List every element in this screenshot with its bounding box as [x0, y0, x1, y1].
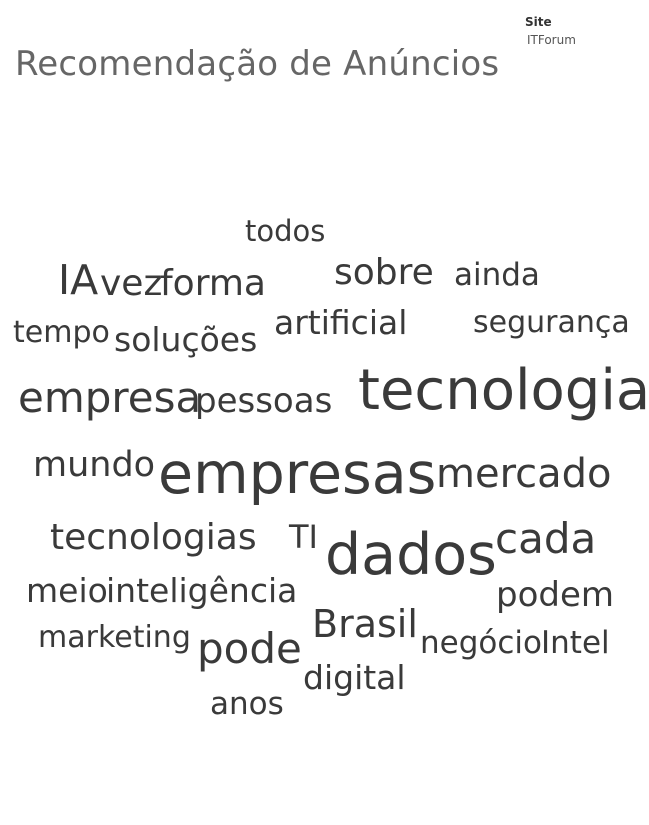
word-tecnologia[interactable]: tecnologia	[358, 358, 649, 423]
word-vez[interactable]: vez	[100, 263, 163, 304]
word-pessoas[interactable]: pessoas	[195, 381, 333, 421]
word-meio[interactable]: meio	[26, 571, 108, 610]
word-tecnologias[interactable]: tecnologias	[50, 517, 257, 558]
word-ti[interactable]: TI	[289, 518, 318, 556]
word-tempo[interactable]: tempo	[13, 315, 110, 350]
word-negocio[interactable]: negócio	[420, 625, 542, 661]
page-title: Recomendação de Anúncios	[15, 44, 500, 84]
word-digital[interactable]: digital	[303, 658, 406, 697]
word-forma[interactable]: forma	[160, 263, 266, 304]
word-pode[interactable]: pode	[197, 624, 302, 673]
word-sobre[interactable]: sobre	[334, 252, 434, 293]
word-inteligencia[interactable]: inteligência	[106, 571, 298, 610]
word-marketing[interactable]: marketing	[38, 620, 191, 655]
word-ainda[interactable]: ainda	[454, 257, 540, 293]
site-filter-label: Site	[525, 15, 552, 29]
word-intel[interactable]: Intel	[541, 625, 610, 661]
word-dados[interactable]: dados	[325, 522, 497, 588]
word-mundo[interactable]: mundo	[33, 445, 156, 485]
word-anos[interactable]: anos	[210, 686, 284, 722]
word-podem[interactable]: podem	[496, 575, 615, 615]
word-solucoes[interactable]: soluções	[114, 320, 258, 359]
word-todos[interactable]: todos	[245, 214, 326, 248]
word-mercado[interactable]: mercado	[436, 451, 612, 497]
site-filter-value[interactable]: ITForum	[527, 33, 576, 47]
word-brasil[interactable]: Brasil	[312, 602, 418, 646]
word-empresa[interactable]: empresa	[18, 373, 202, 422]
word-seguranca[interactable]: segurança	[473, 305, 630, 340]
word-artificial[interactable]: artificial	[274, 303, 408, 342]
word-empresas[interactable]: empresas	[158, 441, 437, 507]
word-ia[interactable]: IA	[58, 256, 99, 304]
word-cada[interactable]: cada	[495, 514, 597, 563]
